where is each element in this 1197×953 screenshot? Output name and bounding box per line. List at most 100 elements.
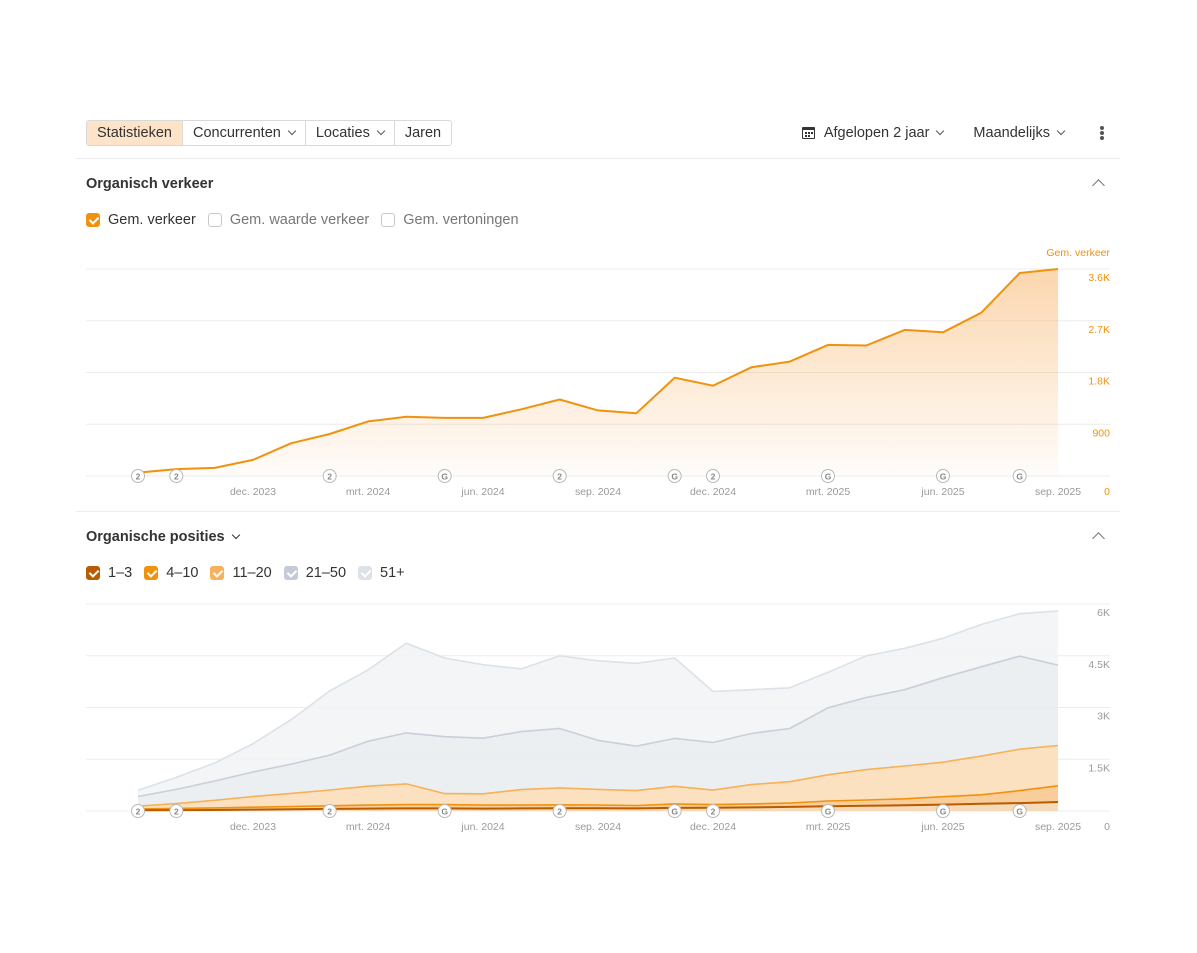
annotation-marker[interactable]: G — [437, 469, 452, 483]
checkbox-label: 4–10 — [166, 565, 199, 581]
annotation-circle — [552, 804, 567, 818]
x-tick-label: sep. 2024 — [575, 821, 621, 833]
divider — [76, 511, 1120, 512]
annotation-label: G — [825, 807, 832, 817]
annotation-label: 2 — [327, 472, 332, 482]
annotation-marker[interactable]: 2 — [169, 469, 184, 483]
series-line-0 — [137, 801, 1059, 812]
tab-concurrenten[interactable]: Concurrenten — [182, 121, 306, 145]
annotation-circle — [706, 804, 720, 818]
y-tick-label: 3K — [1097, 711, 1110, 723]
annotation-marker[interactable]: G — [821, 469, 835, 483]
y-tick-label: 900 — [1092, 427, 1110, 439]
annotation-marker[interactable]: 2 — [322, 804, 337, 818]
checkbox-gem-vertoningen[interactable]: Gem. vertoningen — [381, 212, 519, 228]
annotation-marker[interactable]: G — [821, 804, 835, 818]
annotation-marker[interactable]: 2 — [131, 804, 145, 818]
tab-jaren[interactable]: Jaren — [394, 121, 452, 145]
tab-locaties[interactable]: Locaties — [305, 121, 395, 145]
annotation-marker[interactable]: G — [936, 804, 950, 818]
y-tick-label: 3.6K — [1088, 272, 1110, 284]
annotation-marker[interactable]: G — [437, 804, 452, 818]
x-tick-label: sep. 2025 — [1035, 486, 1081, 498]
x-tick-label: mrt. 2025 — [806, 821, 851, 833]
x-tick-label: jun. 2025 — [920, 486, 964, 498]
x-tick-label: sep. 2025 — [1035, 821, 1081, 833]
annotation-marker[interactable]: G — [1012, 469, 1027, 483]
positions-section-title[interactable]: Organische posities — [86, 529, 240, 545]
annotation-circle — [131, 469, 145, 483]
annotation-circle — [821, 804, 835, 818]
annotation-label: G — [825, 472, 832, 482]
checkbox-checked-icon — [210, 566, 225, 580]
annotation-label: G — [441, 472, 448, 482]
annotation-circle — [131, 804, 145, 818]
x-tick-label: dec. 2024 — [690, 821, 736, 833]
divider — [76, 158, 1120, 159]
annotation-marker[interactable]: G — [936, 469, 950, 483]
checkbox-position-3[interactable]: 21–50 — [283, 565, 346, 581]
annotation-marker[interactable]: 2 — [552, 804, 567, 818]
annotation-circle — [1012, 469, 1027, 483]
annotation-marker[interactable]: G — [667, 469, 682, 483]
annotation-marker[interactable]: 2 — [706, 804, 720, 818]
checkbox-gem-verkeer[interactable]: Gem. verkeer — [86, 212, 196, 228]
kebab-menu-icon[interactable] — [1094, 123, 1110, 143]
annotation-label: 2 — [557, 472, 562, 482]
checkbox-position-2[interactable]: 11–20 — [210, 565, 272, 581]
checkbox-checked-icon — [283, 566, 298, 580]
positions-title-label: Organische posities — [86, 529, 225, 545]
annotation-label: 2 — [136, 472, 141, 482]
interval-label: Maandelijks — [973, 125, 1050, 141]
checkbox-unchecked-icon — [207, 213, 222, 227]
annotation-label: 2 — [557, 807, 562, 817]
annotation-label: 2 — [711, 807, 716, 817]
y-tick-label: 1.5K — [1088, 762, 1110, 774]
y-tick-label: 6K — [1097, 607, 1110, 619]
view-segmented-control: Statistieken Concurrenten Locaties Jaren — [86, 120, 453, 146]
annotation-circle — [936, 804, 950, 818]
x-tick-label: sep. 2024 — [575, 486, 621, 498]
annotation-label: 2 — [174, 807, 179, 817]
annotation-label: 2 — [174, 472, 179, 482]
interval-dropdown[interactable]: Maandelijks — [973, 125, 1066, 141]
checkbox-checked-icon — [144, 566, 159, 580]
annotation-marker[interactable]: G — [667, 804, 682, 818]
annotation-marker[interactable]: 2 — [706, 469, 720, 483]
annotation-marker[interactable]: 2 — [131, 469, 145, 483]
y-tick-label: 4.5K — [1088, 659, 1110, 671]
annotation-marker[interactable]: G — [1012, 804, 1027, 818]
series-line-1 — [137, 785, 1059, 810]
series-line-4 — [137, 610, 1059, 792]
checkbox-gem-waarde-verkeer[interactable]: Gem. waarde verkeer — [207, 212, 369, 228]
positions-checkboxes: 1–3 4–10 11–20 21–50 51+ — [86, 565, 417, 581]
checkbox-position-0[interactable]: 1–3 — [86, 565, 132, 581]
period-dropdown[interactable]: Afgelopen 2 jaar — [801, 125, 945, 141]
x-tick-label: mrt. 2024 — [346, 486, 391, 498]
annotation-marker[interactable]: 2 — [169, 804, 184, 818]
toolbar: Statistieken Concurrenten Locaties Jaren… — [86, 120, 1110, 146]
traffic-title-label: Organisch verkeer — [86, 176, 214, 192]
annotation-marker[interactable]: 2 — [552, 469, 567, 483]
checkbox-label: Gem. vertoningen — [403, 212, 519, 228]
tab-statistieken[interactable]: Statistieken — [87, 121, 183, 145]
series-area-3 — [138, 656, 1058, 807]
y-tick-label: 0 — [1104, 821, 1110, 833]
annotation-circle — [1012, 804, 1027, 818]
annotation-label: G — [1016, 807, 1023, 817]
checkbox-position-4[interactable]: 51+ — [358, 565, 405, 581]
x-tick-label: dec. 2023 — [230, 821, 276, 833]
annotation-circle — [322, 469, 337, 483]
annotation-marker[interactable]: 2 — [322, 469, 337, 483]
x-tick-label: jun. 2025 — [920, 821, 964, 833]
checkbox-label: Gem. verkeer — [108, 212, 196, 228]
checkbox-label: 1–3 — [108, 565, 133, 581]
annotation-circle — [322, 804, 337, 818]
checkbox-label: 51+ — [380, 565, 405, 581]
tab-concurrenten-label: Concurrenten — [192, 125, 281, 141]
annotation-circle — [437, 469, 452, 483]
x-tick-label: dec. 2024 — [690, 486, 736, 498]
checkbox-position-1[interactable]: 4–10 — [144, 565, 198, 581]
annotation-label: 2 — [711, 472, 716, 482]
